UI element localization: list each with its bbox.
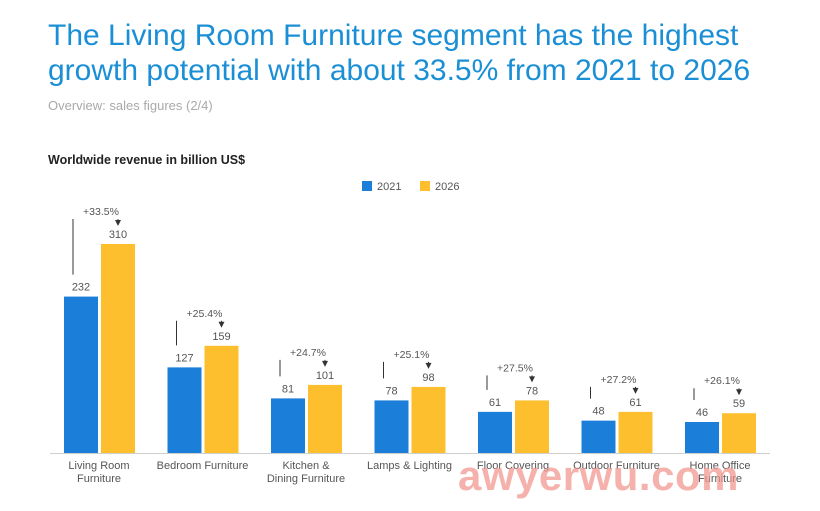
growth-label-0: +33.5%	[83, 206, 119, 218]
data-label-2026-1: 159	[212, 331, 230, 343]
data-label-2026-5: 61	[629, 397, 641, 409]
growth-label-5: +27.2%	[601, 374, 637, 386]
growth-arrow-head-3	[425, 362, 432, 369]
data-label-2021-3: 78	[385, 385, 397, 397]
bar-2021-3	[374, 400, 409, 453]
category-label-2-0: Kitchen &	[282, 460, 330, 472]
legend-swatch-2021	[362, 181, 372, 191]
growth-label-2: +24.7%	[290, 347, 326, 359]
growth-label-4: +27.5%	[497, 362, 533, 374]
growth-label-6: +26.1%	[704, 375, 740, 387]
bar-2021-1	[167, 367, 202, 453]
growth-label-1: +25.4%	[187, 308, 223, 320]
data-label-2026-4: 78	[526, 385, 538, 397]
growth-arrow-head-0	[115, 220, 121, 226]
page-title: The Living Room Furniture segment has th…	[48, 19, 751, 87]
bar-2021-0	[64, 296, 98, 453]
chart-title: Worldwide revenue in billion US$	[48, 153, 246, 167]
bar-2021-4	[478, 411, 512, 453]
data-label-2026-0: 310	[109, 229, 127, 241]
data-label-2026-6: 59	[733, 398, 745, 410]
data-label-2026-2: 101	[316, 370, 334, 382]
bar-2026-0	[101, 244, 135, 453]
growth-label-3: +25.1%	[394, 349, 430, 361]
data-label-2021-5: 48	[592, 406, 604, 418]
growth-arrow-head-5	[632, 387, 639, 394]
legend-label-2026: 2026	[435, 181, 459, 193]
data-label-2021-2: 81	[282, 383, 294, 395]
data-label-2021-0: 232	[72, 282, 90, 294]
category-label-3-0: Lamps & Lighting	[367, 460, 452, 472]
bar-2021-2	[271, 398, 305, 453]
category-label-4-0: Floor Covering	[477, 460, 549, 472]
growth-arrow-head-2	[322, 360, 328, 367]
data-label-2021-1: 127	[175, 352, 193, 364]
growth-arrow-head-4	[529, 376, 535, 383]
category-label-5-0: Outdoor Furniture	[573, 460, 660, 472]
legend-swatch-2026	[420, 181, 430, 191]
bar-2021-6	[685, 421, 719, 453]
category-label-6-1: Furniture	[698, 473, 742, 485]
bar-2026-4	[515, 400, 549, 453]
legend-label-2021: 2021	[377, 181, 401, 193]
bar-2026-6	[722, 413, 756, 453]
category-label-0-1: Furniture	[77, 473, 121, 485]
data-label-2021-4: 61	[489, 397, 501, 409]
growth-arrow-head-6	[736, 389, 742, 396]
bar-2021-5	[581, 420, 616, 453]
category-label-1-0: Bedroom Furniture	[157, 460, 249, 472]
bar-2026-1	[204, 345, 239, 453]
bar-2026-3	[411, 386, 446, 453]
category-label-2-1: Dining Furniture	[267, 473, 345, 485]
bar-2026-2	[308, 384, 342, 453]
category-label-0-0: Living Room	[68, 460, 129, 472]
category-label-6-0: Home Office	[690, 460, 751, 472]
data-label-2021-6: 46	[696, 407, 708, 419]
data-label-2026-3: 98	[422, 372, 434, 384]
growth-arrow-head-1	[218, 321, 225, 328]
page-subtitle: Overview: sales figures (2/4)	[48, 98, 213, 113]
bar-2026-5	[618, 411, 653, 453]
